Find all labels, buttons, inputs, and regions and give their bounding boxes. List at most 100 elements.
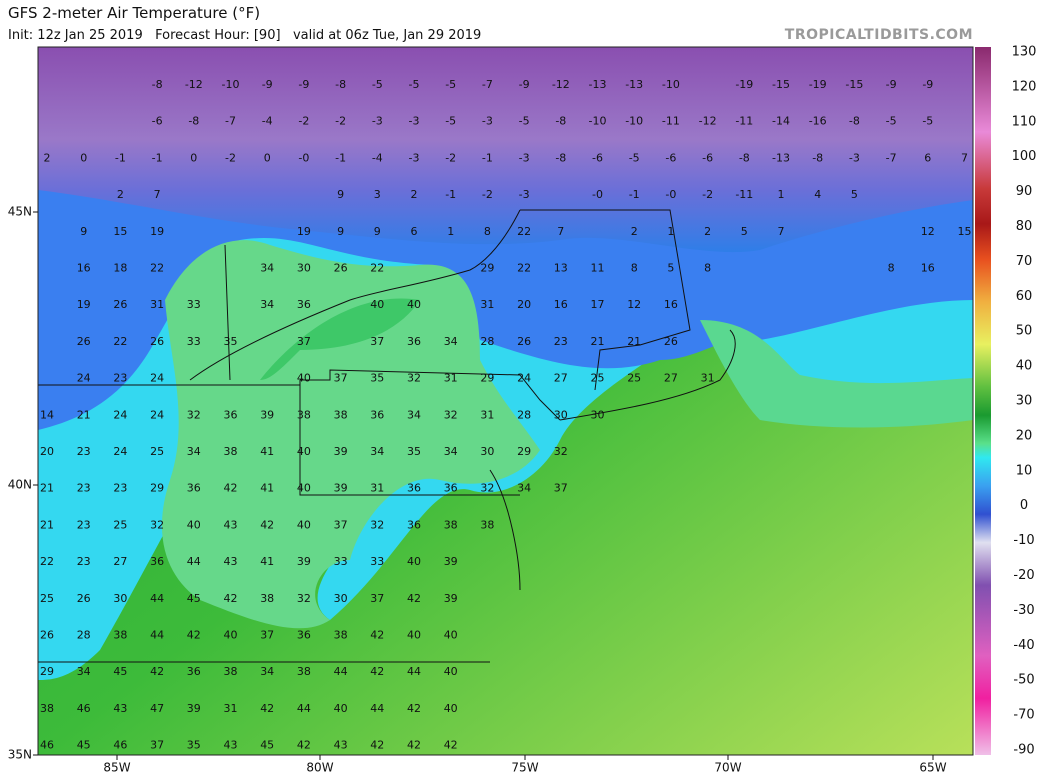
station-value: 39 (187, 702, 201, 715)
colorbar-label: -70 (1013, 708, 1034, 723)
station-value: 16 (554, 298, 568, 311)
station-value: 8 (704, 262, 711, 275)
station-value: 1 (447, 225, 454, 238)
station-value: 28 (480, 335, 494, 348)
station-value: -8 (812, 151, 823, 164)
station-value: 40 (297, 445, 311, 458)
station-value: 40 (297, 372, 311, 385)
colorbar-label: -10 (1013, 533, 1034, 548)
station-value: 3 (374, 188, 381, 201)
station-value: -6 (152, 115, 163, 128)
station-value: 7 (154, 188, 161, 201)
station-value: 42 (224, 482, 238, 495)
station-value: 46 (40, 739, 54, 752)
station-value: 2 (44, 151, 51, 164)
lon-label: 70W (714, 761, 741, 775)
station-value: 8 (888, 262, 895, 275)
station-value: -5 (409, 78, 420, 91)
station-value: 44 (150, 592, 164, 605)
map-frame (37, 46, 974, 756)
lon-label: 80W (306, 761, 333, 775)
station-value: -8 (188, 115, 199, 128)
station-value: -0 (298, 151, 309, 164)
colorbar-label: 70 (1016, 254, 1033, 269)
station-value: -1 (152, 151, 163, 164)
station-value: -1 (629, 188, 640, 201)
station-value: 37 (297, 335, 311, 348)
station-value: 26 (664, 335, 678, 348)
station-value: 26 (334, 262, 348, 275)
station-value: 6 (411, 225, 418, 238)
station-value: -10 (589, 115, 607, 128)
station-value: 12 (921, 225, 935, 238)
station-value: -2 (702, 188, 713, 201)
station-value: 42 (260, 518, 274, 531)
station-value: 4 (814, 188, 821, 201)
station-value: 31 (480, 408, 494, 421)
colorbar-label: -40 (1013, 638, 1034, 653)
station-value: 41 (260, 555, 274, 568)
station-value: -19 (809, 78, 827, 91)
station-value: 34 (444, 445, 458, 458)
station-value: 40 (224, 629, 238, 642)
station-value: 29 (480, 372, 494, 385)
station-value: 38 (297, 408, 311, 421)
station-value: 32 (407, 372, 421, 385)
station-value: 27 (113, 555, 127, 568)
station-value: 45 (260, 739, 274, 752)
station-value: 39 (260, 408, 274, 421)
station-value: 36 (187, 482, 201, 495)
station-value: 25 (591, 372, 605, 385)
station-value: 32 (444, 408, 458, 421)
station-value: 25 (113, 518, 127, 531)
colorbar-label: 130 (1012, 45, 1037, 60)
station-value: 27 (664, 372, 678, 385)
station-value: 19 (150, 225, 164, 238)
station-value: -7 (482, 78, 493, 91)
colorbar-label: 20 (1016, 428, 1033, 443)
station-value: 36 (407, 335, 421, 348)
station-value: -5 (886, 115, 897, 128)
station-value: 38 (480, 518, 494, 531)
station-value: 7 (557, 225, 564, 238)
station-value: -8 (739, 151, 750, 164)
station-value: 25 (150, 445, 164, 458)
colorbar-label: 90 (1016, 184, 1033, 199)
station-value: -14 (772, 115, 790, 128)
station-value: 39 (297, 555, 311, 568)
station-value: 33 (334, 555, 348, 568)
colorbar-label: -20 (1013, 568, 1034, 583)
station-value: 40 (187, 518, 201, 531)
lon-label: 65W (919, 761, 946, 775)
title: GFS 2-meter Air Temperature (°F) (8, 4, 261, 22)
station-value: 11 (591, 262, 605, 275)
station-value: 0 (80, 151, 87, 164)
station-value: -1 (482, 151, 493, 164)
station-value: 43 (224, 518, 238, 531)
colorbar-label: 30 (1016, 394, 1033, 409)
station-value: 37 (370, 592, 384, 605)
station-value: 40 (407, 629, 421, 642)
station-value: 32 (554, 445, 568, 458)
station-value: -3 (409, 151, 420, 164)
station-value: -9 (298, 78, 309, 91)
station-value: -4 (372, 151, 383, 164)
station-value: 30 (591, 408, 605, 421)
lat-label: 40N (8, 478, 32, 492)
station-value: -3 (849, 151, 860, 164)
station-value: 36 (224, 408, 238, 421)
station-value: 36 (297, 629, 311, 642)
map-outlines (38, 209, 736, 663)
station-value: -6 (665, 151, 676, 164)
station-value: 35 (407, 445, 421, 458)
station-value: 28 (77, 629, 91, 642)
station-value: 24 (150, 408, 164, 421)
station-value: 16 (664, 298, 678, 311)
station-value: 14 (40, 408, 54, 421)
station-value: 21 (627, 335, 641, 348)
station-value: -8 (555, 151, 566, 164)
station-value: 38 (297, 665, 311, 678)
station-value: -0 (665, 188, 676, 201)
station-value: -10 (222, 78, 240, 91)
